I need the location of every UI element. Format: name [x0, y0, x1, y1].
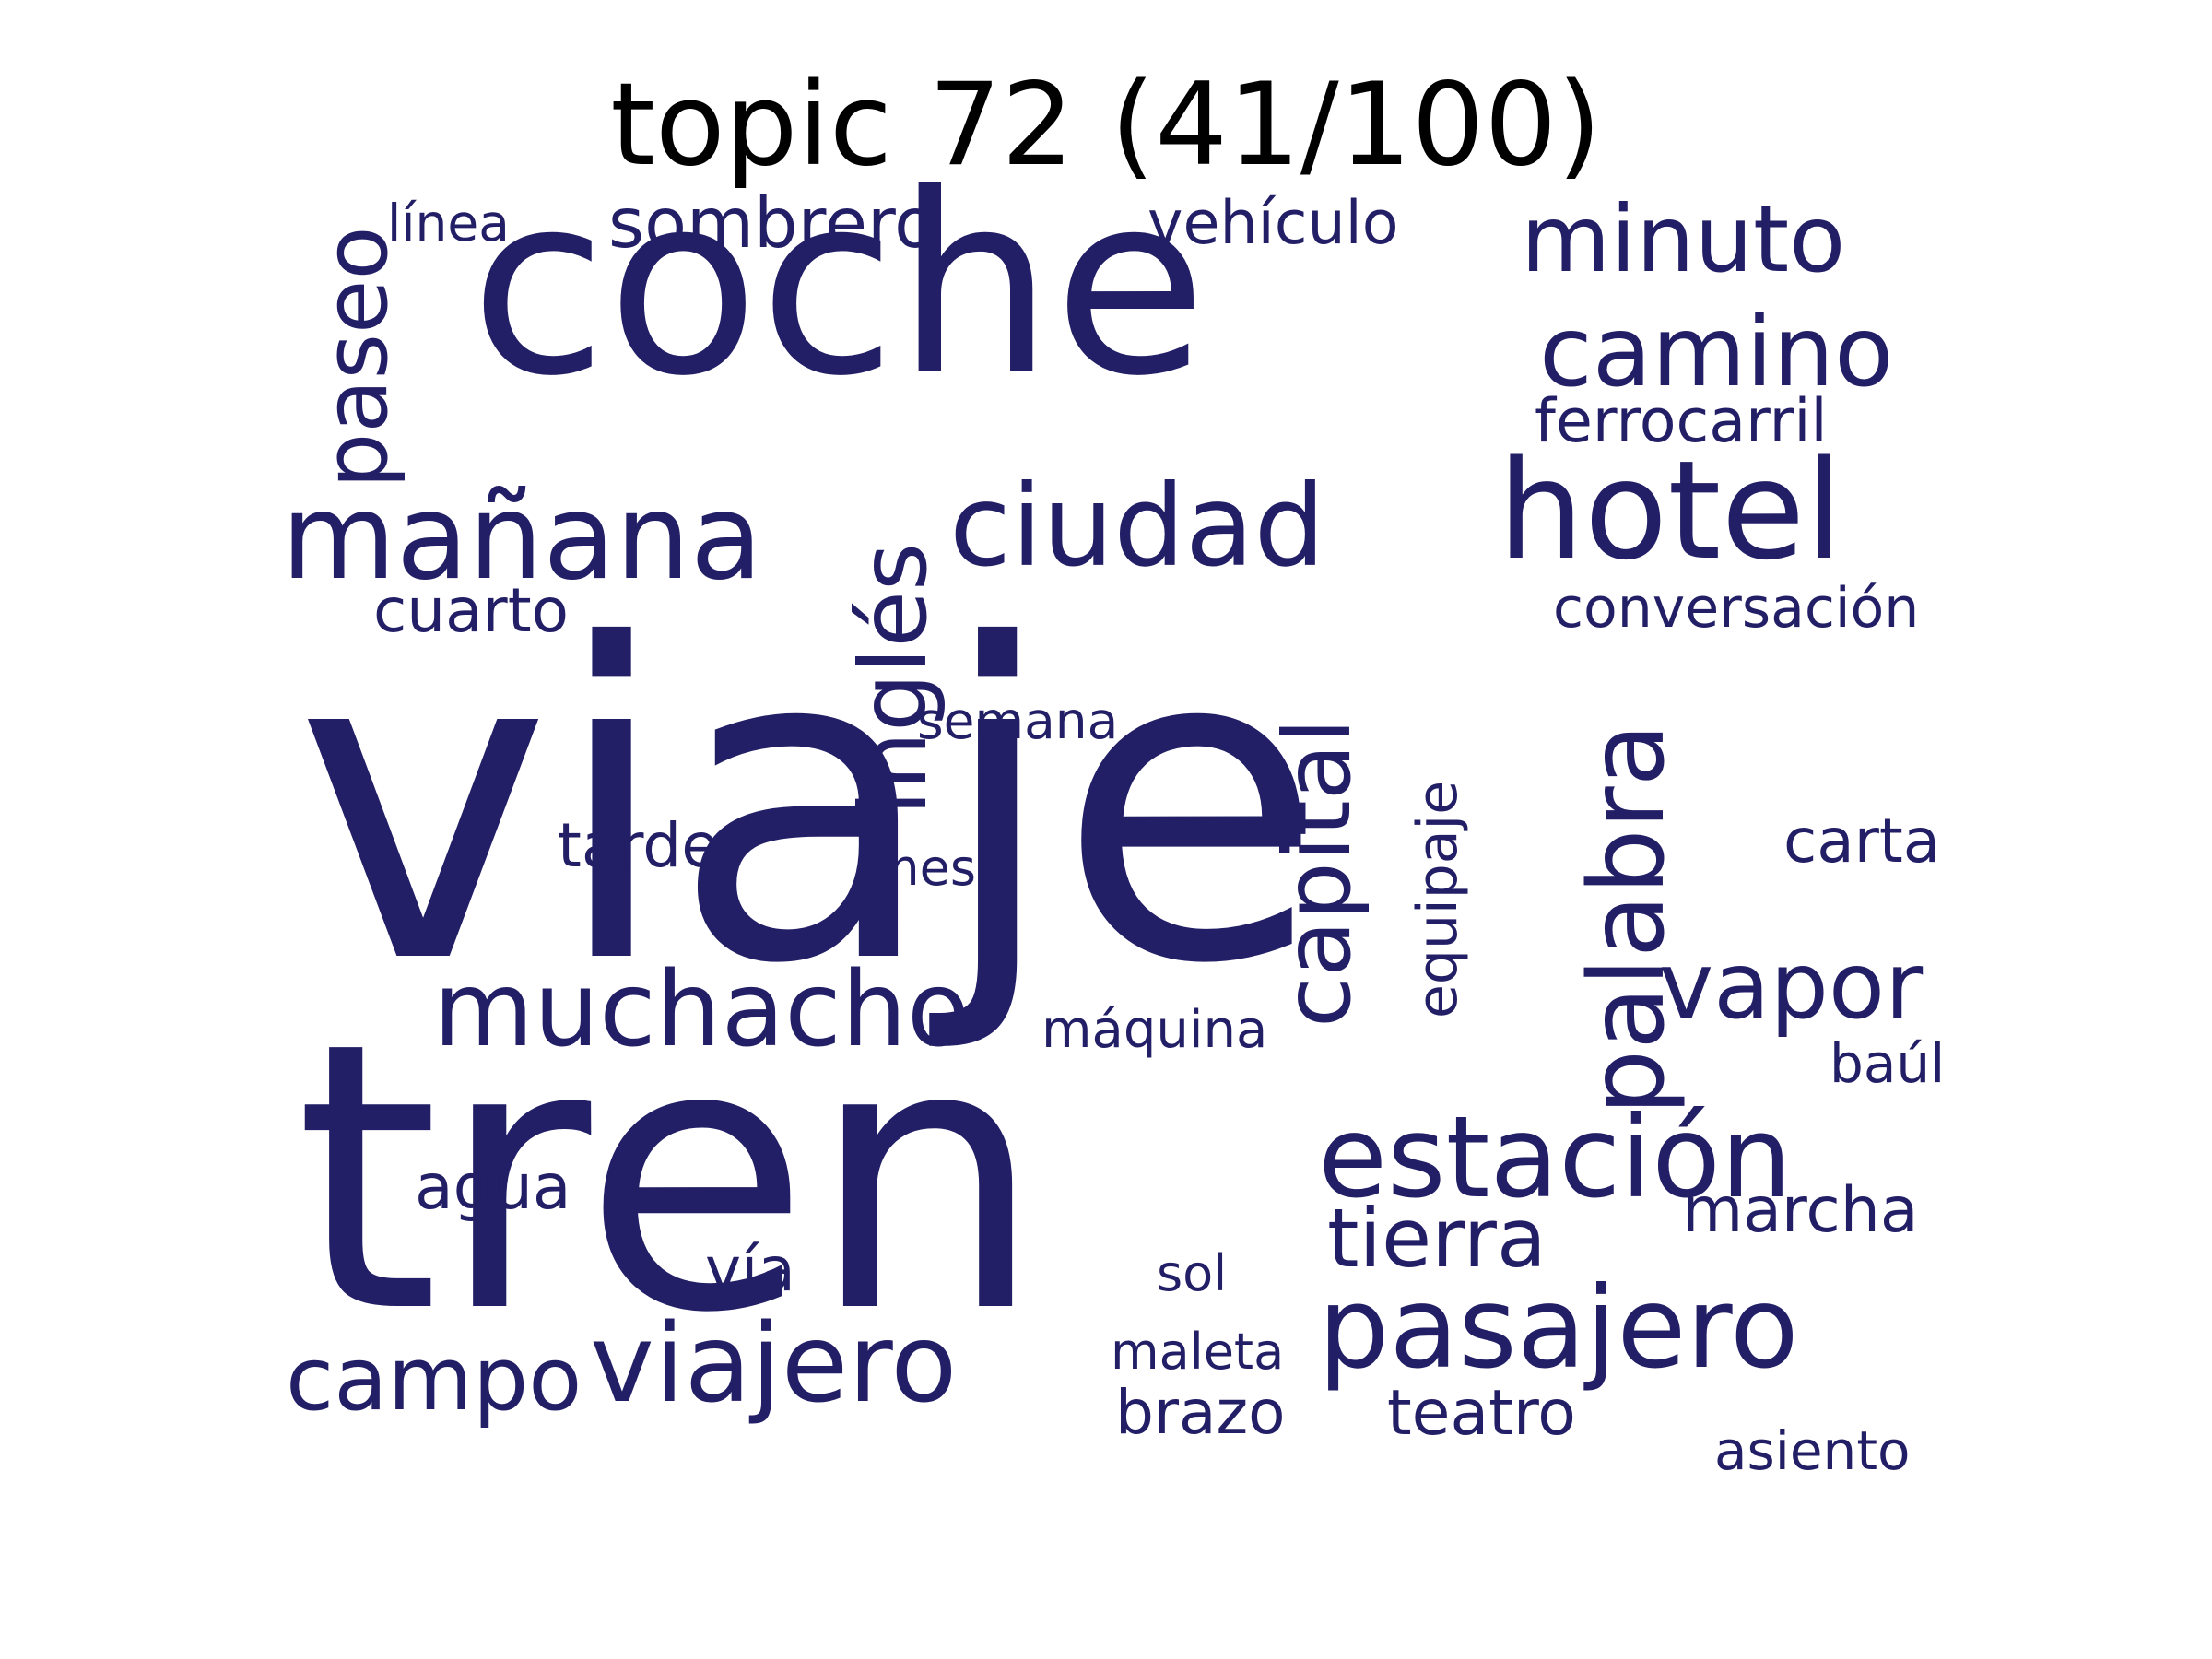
- cloud-word: paseo: [313, 226, 401, 488]
- cloud-word: tierra: [1327, 1198, 1547, 1279]
- cloud-word: teatro: [1387, 1382, 1576, 1445]
- cloud-word: semana: [917, 696, 1118, 747]
- cloud-word: vía: [705, 1240, 795, 1300]
- cloud-word: carta: [1783, 811, 1940, 872]
- cloud-word: viajero: [590, 1309, 957, 1418]
- cloud-word: brazo: [1115, 1382, 1286, 1443]
- cloud-word: equipaje: [1410, 781, 1465, 1018]
- cloud-word: inglés: [848, 543, 940, 816]
- cloud-word: ciudad: [949, 470, 1325, 582]
- cloud-word: conversación: [1553, 581, 1919, 636]
- cloud-word: ferrocarril: [1535, 392, 1828, 452]
- cloud-word: vapor: [1659, 940, 1923, 1032]
- cloud-word: vehículo: [1147, 194, 1398, 253]
- cloud-word: capital: [1272, 718, 1364, 1028]
- cloud-word: tarde: [558, 816, 719, 877]
- cloud-word: sol: [1157, 1249, 1227, 1299]
- cloud-word: asiento: [1714, 1424, 1911, 1477]
- cloud-word: minuto: [1521, 194, 1845, 286]
- cloud-word: campo: [286, 1336, 582, 1424]
- cloud-word: maleta: [1111, 1327, 1284, 1377]
- figure-title: topic 72 (41/100): [0, 68, 2212, 182]
- cloud-word: mes: [871, 843, 976, 893]
- cloud-word: hotel: [1498, 442, 1843, 579]
- cloud-word: agua: [415, 1157, 571, 1219]
- cloud-word: pasajero: [1318, 1272, 1799, 1384]
- cloud-word: palabra: [1576, 724, 1679, 1115]
- cloud-word: baúl: [1830, 1037, 1945, 1090]
- cloud-word: muchacho: [433, 959, 970, 1062]
- cloud-word: máquina: [1041, 1005, 1267, 1056]
- cloud-word: marcha: [1682, 1180, 1919, 1242]
- cloud-word: cuarto: [373, 581, 569, 641]
- cloud-word: línea: [387, 198, 510, 249]
- cloud-word: sombrero: [608, 189, 936, 258]
